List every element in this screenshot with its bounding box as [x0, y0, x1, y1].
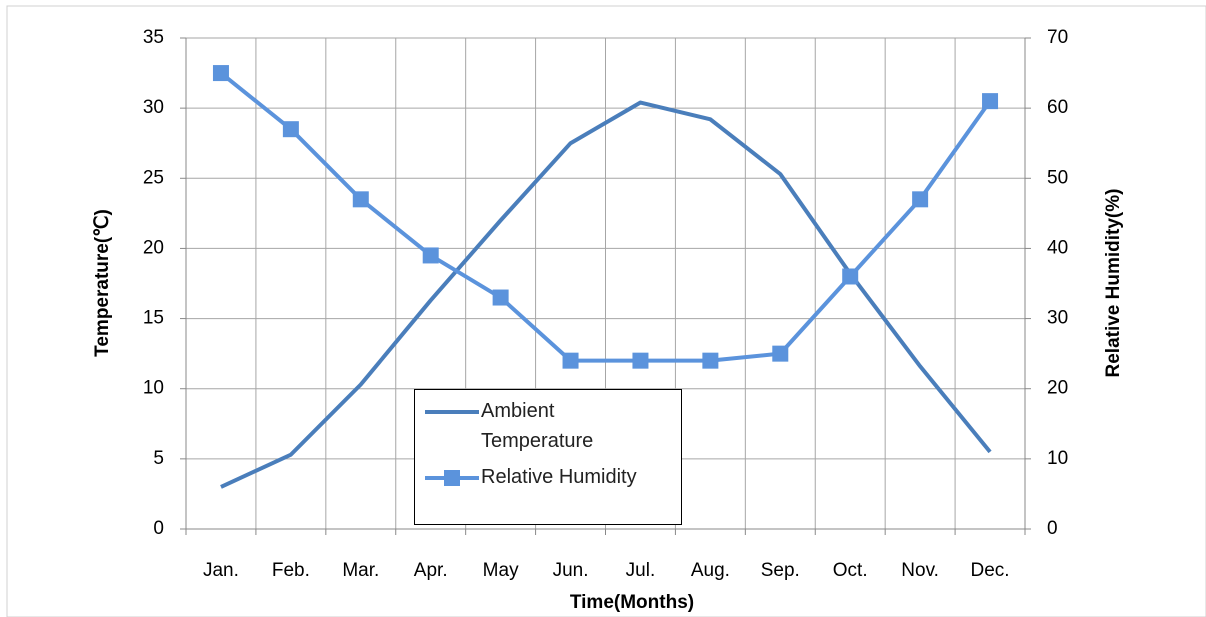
x-tick-label: Apr.	[414, 560, 448, 581]
x-tick-label: Nov.	[901, 560, 939, 581]
marker	[492, 289, 509, 306]
y-tick-label: 0	[153, 518, 164, 539]
y2-axis-label: Relative Humidity(%)	[1103, 189, 1124, 378]
marker	[282, 121, 299, 138]
series-line	[219, 71, 992, 363]
y2-tick-label: 50	[1047, 167, 1068, 188]
marker	[632, 352, 649, 369]
x-tick-label: Aug.	[691, 560, 730, 581]
y2-tick-label: 10	[1047, 448, 1068, 469]
y2-tick-label: 20	[1047, 378, 1068, 399]
marker	[842, 268, 859, 285]
legend-swatch	[425, 410, 479, 414]
marker	[912, 191, 929, 208]
x-axis-label: Time(Months)	[570, 592, 694, 613]
marker	[352, 191, 369, 208]
legend: Ambient Temperature Relative Humidity	[414, 389, 682, 525]
legend-label: Relative Humidity	[481, 466, 637, 488]
y2-tick-label: 0	[1047, 518, 1058, 539]
y-tick-label: 5	[153, 448, 164, 469]
y2-tick-label: 30	[1047, 308, 1068, 329]
legend-marker	[444, 470, 460, 486]
y-tick-label: 25	[143, 167, 164, 188]
y2-tick-label: 40	[1047, 237, 1068, 258]
legend-swatch	[425, 470, 479, 486]
marker	[772, 345, 789, 362]
x-tick-label: Dec.	[971, 560, 1010, 581]
legend-label: Ambient Temperature	[481, 400, 594, 452]
x-tick-label: Feb.	[272, 560, 310, 581]
x-tick-label: Mar.	[342, 560, 379, 581]
marker	[562, 352, 579, 369]
series-line	[220, 100, 992, 489]
y-tick-label: 15	[143, 308, 164, 329]
marker	[702, 352, 719, 369]
y-tick-label: 35	[143, 27, 164, 48]
y-axis-label: Temperature(℃)	[92, 209, 113, 357]
y-tick-label: 30	[143, 97, 164, 118]
x-tick-label: Jun.	[553, 560, 589, 581]
y-tick-label: 10	[143, 378, 164, 399]
x-tick-label: May	[483, 560, 519, 581]
marker	[212, 65, 229, 82]
x-tick-label: Oct.	[833, 560, 868, 581]
legend-entry: Ambient Temperature	[423, 396, 673, 456]
x-tick-label: Jan.	[203, 560, 239, 581]
x-tick-label: Sep.	[761, 560, 800, 581]
y-tick-label: 20	[143, 237, 164, 258]
frame	[6, 5, 1206, 617]
legend-entry: Relative Humidity	[423, 462, 673, 492]
y2-tick-label: 70	[1047, 27, 1068, 48]
marker	[982, 93, 999, 110]
x-tick-label: Jul.	[626, 560, 656, 581]
y2-tick-label: 60	[1047, 97, 1068, 118]
marker	[422, 247, 439, 264]
